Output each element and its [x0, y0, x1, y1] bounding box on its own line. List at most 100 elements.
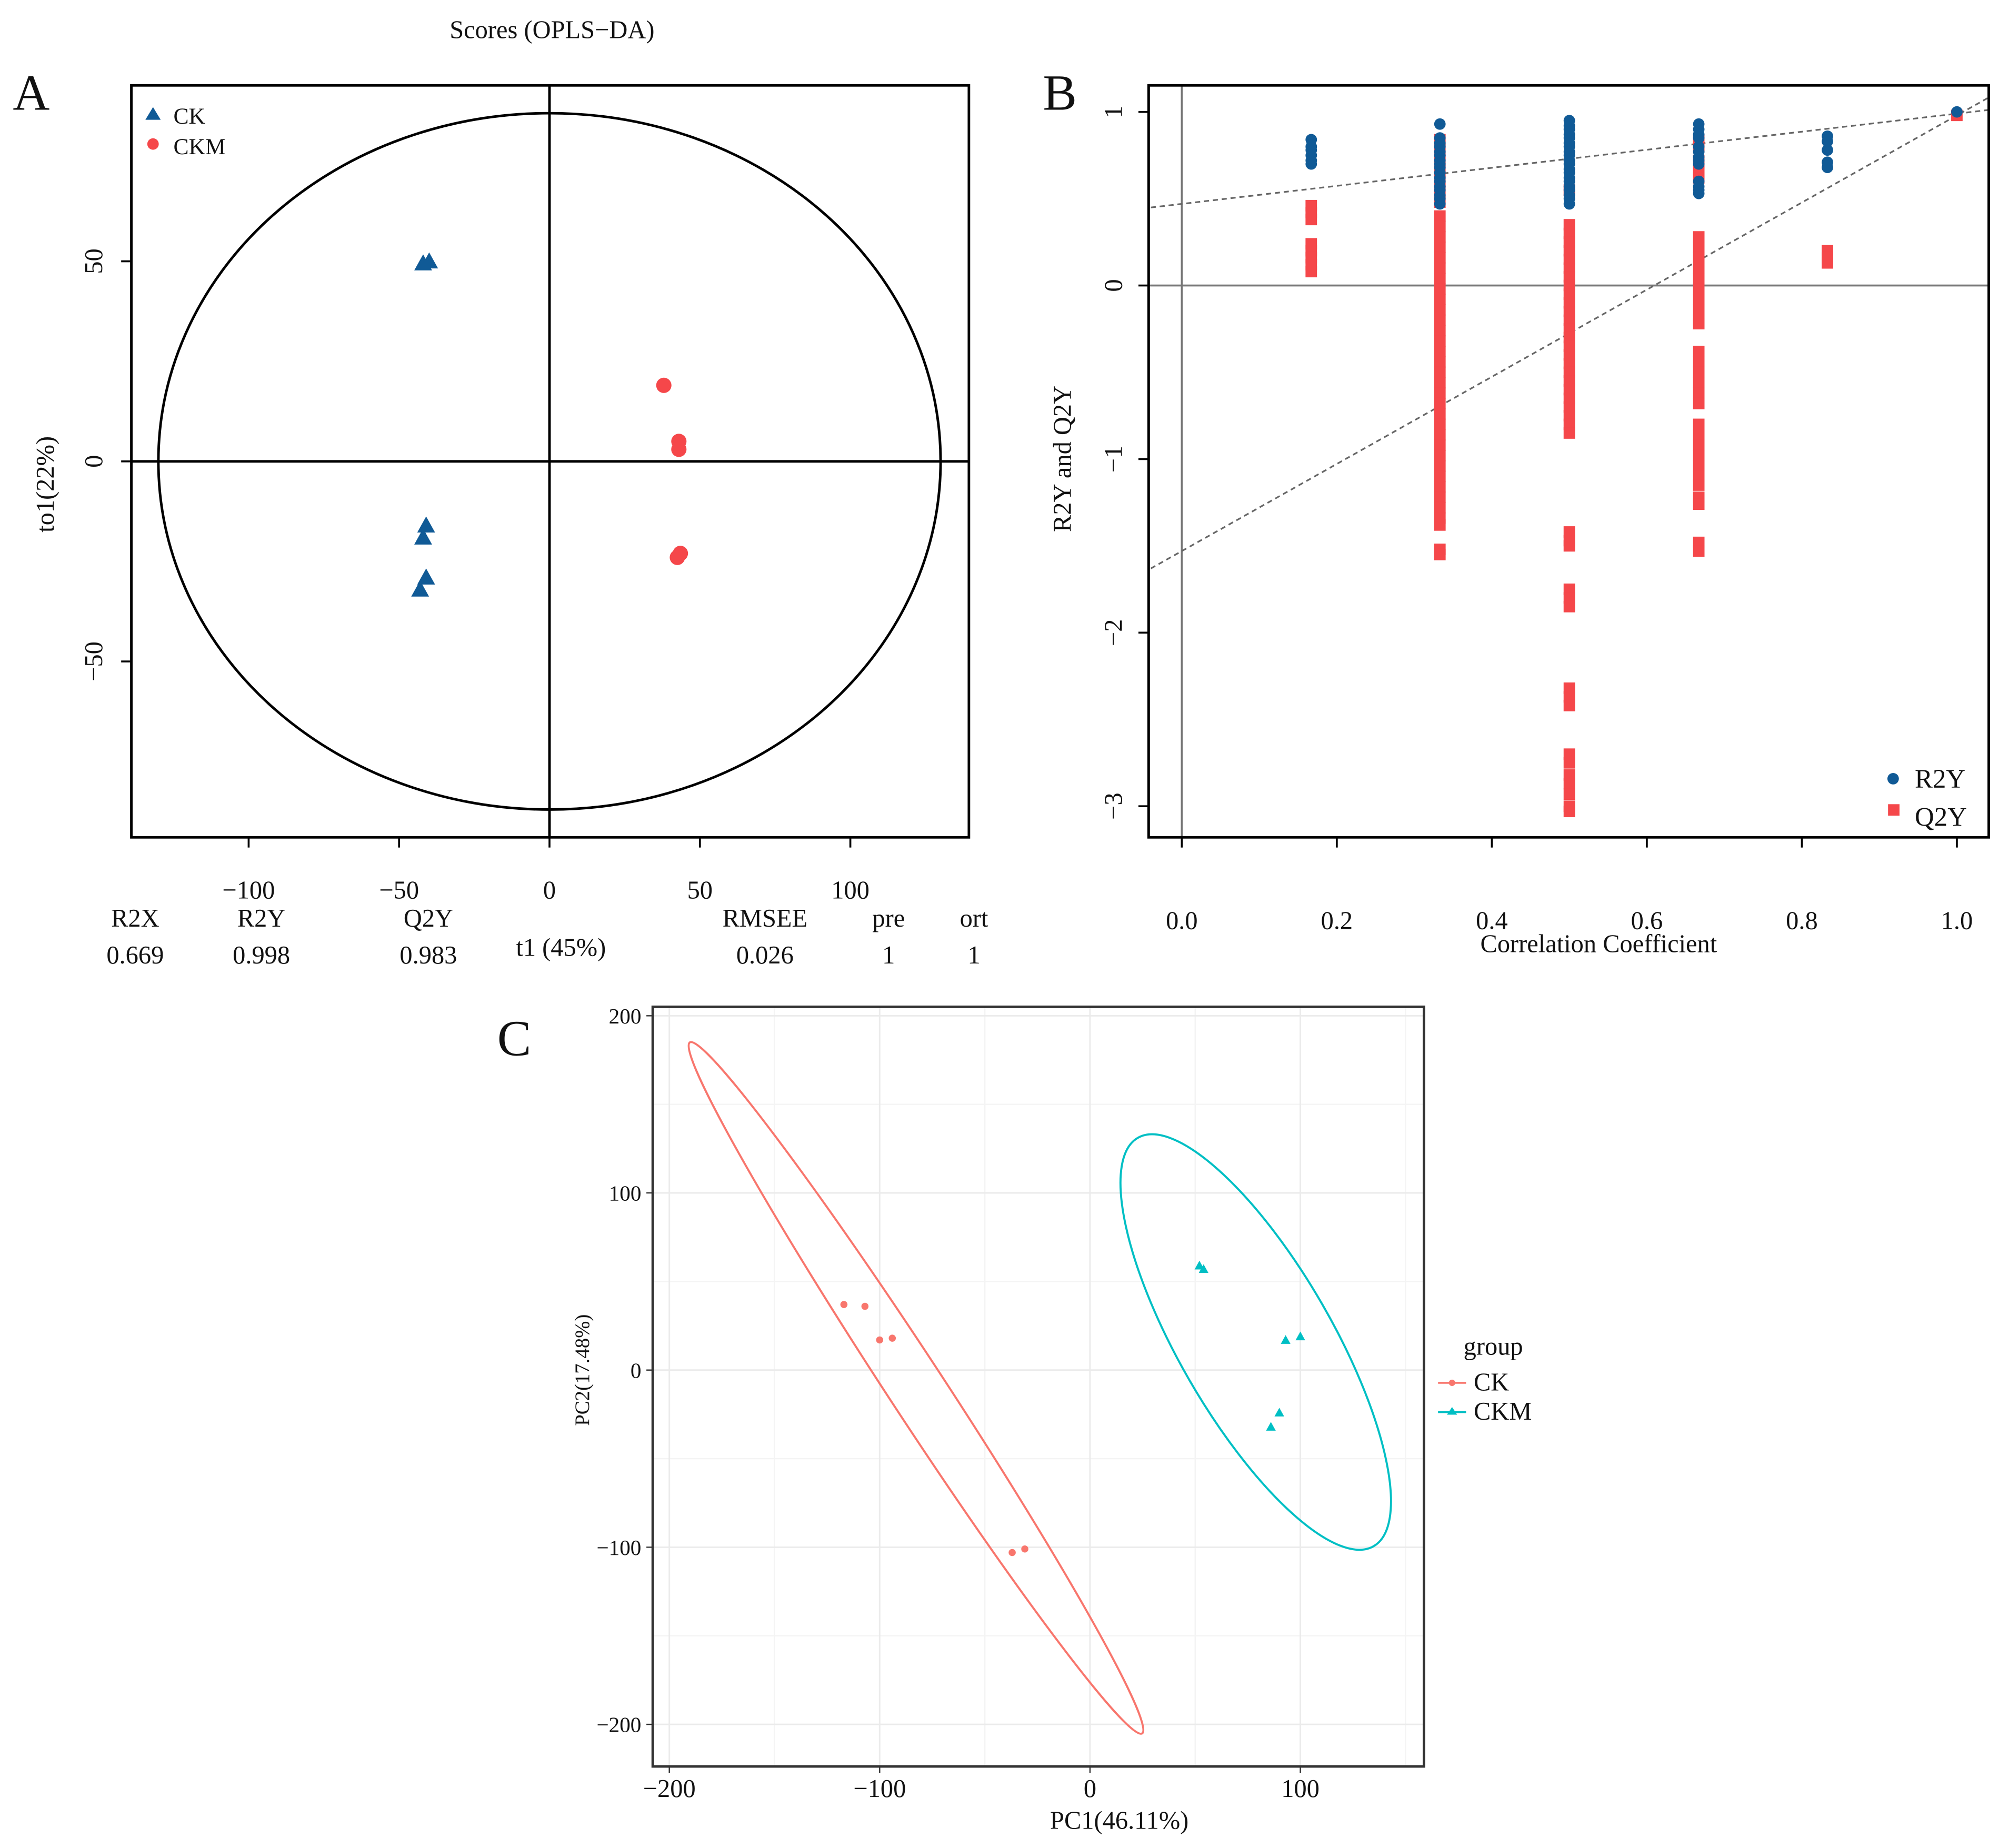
data-point-ck: [417, 516, 435, 533]
data-point-q2y: [1563, 769, 1575, 781]
data-point-q2y: [1434, 418, 1446, 430]
data-point-q2y: [1693, 479, 1705, 491]
data-point-q2y: [1693, 439, 1705, 451]
data-point-r2y: [1693, 132, 1705, 144]
data-point-q2y: [1563, 757, 1575, 769]
data-point-q2y: [1693, 242, 1705, 253]
legend-ck: CK: [173, 104, 205, 129]
data-point-q2y: [1563, 540, 1575, 552]
data-point-q2y: [1563, 748, 1575, 760]
x-tick-label: 0.8: [1786, 907, 1818, 935]
data-point-q2y: [1563, 410, 1575, 421]
panel-a-xlabel: t1 (45%): [516, 934, 606, 962]
stat-value: 0.669: [106, 941, 164, 969]
data-point-q2y: [1563, 323, 1575, 335]
panel-b: B R2Y and Q2Y Correlation Coefficient 0.…: [1043, 64, 1990, 958]
data-point-q2y: [1434, 470, 1446, 483]
data-point-q2y: [1434, 252, 1446, 264]
data-point-q2y: [1434, 519, 1446, 531]
data-point-ck: [417, 568, 435, 585]
data-point-q2y: [1563, 418, 1575, 430]
data-point-ckm: [1274, 1408, 1284, 1417]
data-point-q2y: [1434, 346, 1446, 357]
data-point-q2y: [1434, 491, 1446, 503]
data-point-q2y: [1563, 806, 1575, 817]
y-tick-label: 200: [609, 1004, 642, 1028]
data-point-r2y: [1822, 135, 1833, 147]
data-point-r2y: [1434, 118, 1446, 130]
data-point-q2y: [1563, 427, 1575, 439]
data-point-q2y: [1693, 366, 1705, 378]
y-tick-label: 0: [631, 1358, 642, 1382]
data-point-r2y: [1822, 144, 1833, 156]
data-point-q2y: [1434, 481, 1446, 493]
data-point-q2y: [1434, 429, 1446, 441]
data-point-ckm: [1281, 1335, 1291, 1344]
y-tick-label: −50: [80, 641, 108, 681]
data-point-q2y: [1822, 257, 1833, 269]
data-point-q2y: [1693, 377, 1705, 389]
legend-ck: CK: [1474, 1368, 1509, 1396]
stat-value: 0.983: [399, 941, 457, 969]
data-point-r2y: [1434, 198, 1446, 210]
y-tick-label: −2: [1100, 619, 1128, 647]
data-point-q2y: [1434, 387, 1446, 399]
data-point-q2y: [1434, 314, 1446, 326]
panel-c-ylabel: PC2(17.48%): [571, 1314, 594, 1426]
y-tick-label: 100: [609, 1181, 642, 1206]
data-point-ck: [1008, 1549, 1016, 1556]
data-point-q2y: [1693, 449, 1705, 461]
x-tick-label: −200: [643, 1775, 696, 1803]
data-point-q2y: [1563, 526, 1575, 538]
panel-b-ylabel: R2Y and Q2Y: [1049, 386, 1077, 532]
legend-circle-icon: [1887, 772, 1899, 785]
data-point-q2y: [1434, 273, 1446, 285]
panel-a-plot: −100 −50 0 50 100 50 0 −50: [80, 85, 969, 905]
data-point-q2y: [1693, 470, 1705, 483]
legend-triangle-icon: [1447, 1407, 1457, 1415]
data-point-q2y: [1434, 356, 1446, 368]
data-point-q2y: [1693, 283, 1705, 295]
data-point-ck: [876, 1336, 884, 1344]
data-point-ck: [861, 1302, 869, 1310]
legend-ckm: CKM: [1474, 1398, 1532, 1425]
legend-circle-icon: [147, 138, 159, 150]
data-point-q2y: [1693, 545, 1705, 557]
stat-header: ort: [960, 905, 988, 932]
x-tick-label: 50: [687, 877, 713, 905]
panel-b-xlabel: Correlation Coefficient: [1481, 930, 1717, 958]
data-point-q2y: [1563, 254, 1575, 265]
legend-title: group: [1464, 1333, 1523, 1361]
data-point-q2y: [1693, 429, 1705, 441]
panel-b-plot: 0.0 0.2 0.4 0.6 0.8 1.0 1 0 −1 −2 −3: [1100, 85, 1989, 935]
stat-value: 0.026: [736, 941, 794, 969]
x-tick-label: 0.2: [1321, 907, 1353, 935]
data-point-q2y: [1434, 325, 1446, 337]
data-point-ckm: [1266, 1422, 1276, 1431]
data-point-q2y: [1563, 262, 1575, 274]
data-point-q2y: [1693, 418, 1705, 430]
panel-c-plot: −200 −100 0 100 200 100 0 −100 −200: [596, 1004, 1424, 1803]
data-point-q2y: [1563, 583, 1575, 595]
data-point-q2y: [1563, 288, 1575, 300]
panel-a: Scores (OPLS−DA) A to1(22%) −100 −50 0 50 10…: [13, 16, 988, 969]
data-point-q2y: [1563, 384, 1575, 396]
legend-square-icon: [1888, 804, 1900, 816]
data-point-q2y: [1693, 304, 1705, 316]
legend-circle-icon: [1448, 1379, 1455, 1386]
data-point-q2y: [1563, 297, 1575, 309]
data-point-q2y: [1563, 314, 1575, 326]
data-point-q2y: [1563, 366, 1575, 378]
panel-a-title: Scores (OPLS−DA): [449, 16, 654, 44]
panel-a-frame: [130, 84, 971, 839]
data-point-r2y: [1563, 198, 1575, 210]
data-point-q2y: [1563, 691, 1575, 703]
data-point-ck: [420, 252, 438, 269]
stat-header: R2Y: [237, 905, 286, 932]
data-point-q2y: [1563, 219, 1575, 230]
data-point-q2y: [1693, 318, 1705, 330]
data-point-q2y: [1434, 335, 1446, 347]
stat-header: R2X: [111, 905, 159, 932]
confidence-ellipse-ck: [687, 1041, 1145, 1735]
